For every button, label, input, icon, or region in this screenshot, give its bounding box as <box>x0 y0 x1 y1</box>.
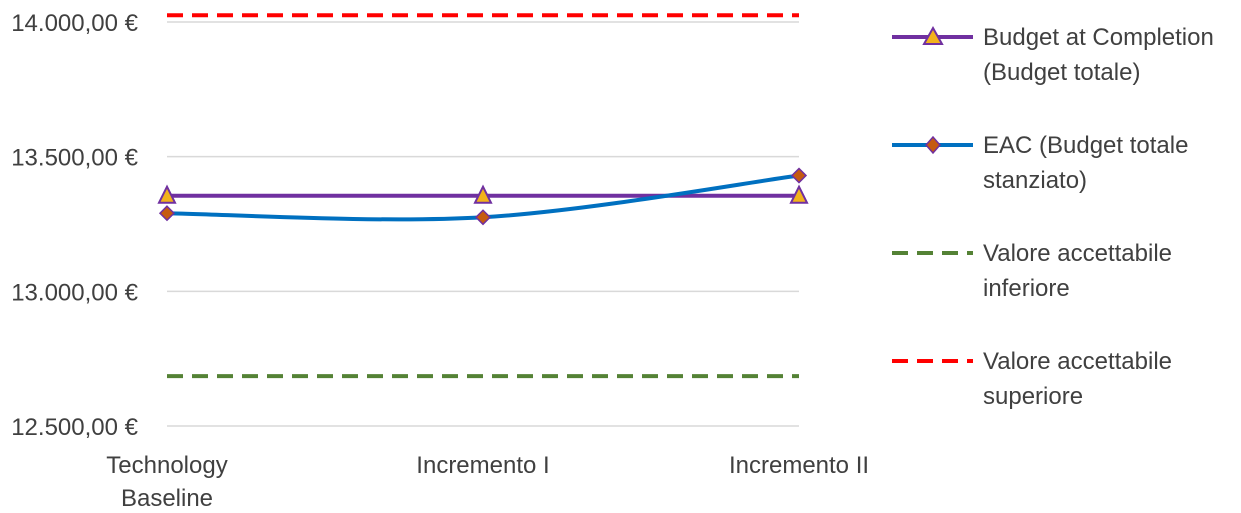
legend-label-budget-at-completion: Budget at Completion (Budget totale) <box>983 24 1214 86</box>
data-point-marker <box>790 167 808 184</box>
legend-swatch-valore-inferiore <box>892 251 973 255</box>
legend-label-valore-superiore: Valore accettabile superiore <box>983 348 1172 410</box>
x-tick-label: Baseline <box>121 485 213 512</box>
legend-swatch-eac <box>892 135 973 155</box>
x-tick-label: Incremento I <box>416 452 549 479</box>
data-point-marker <box>473 184 493 204</box>
legend: Budget at Completion (Budget totale) EAC … <box>890 0 1235 513</box>
data-point-marker <box>157 184 177 204</box>
data-point-marker <box>158 205 176 222</box>
y-tick-label: 13.500,00 € <box>11 145 138 172</box>
legend-swatch-budget-at-completion <box>892 25 973 45</box>
legend-swatch-valore-superiore <box>892 359 973 363</box>
x-tick-label: Incremento II <box>729 452 869 479</box>
legend-label-eac: EAC (Budget totale stanziato) <box>983 132 1189 194</box>
y-tick-label: 13.000,00 € <box>11 279 138 306</box>
data-point-marker <box>789 184 809 204</box>
legend-label-valore-inferiore: Valore accettabile inferiore <box>983 240 1172 302</box>
data-point-marker <box>474 209 492 226</box>
x-tick-label: Technology <box>106 452 227 479</box>
y-tick-label: 14.000,00 € <box>11 10 138 37</box>
y-tick-label: 12.500,00 € <box>11 414 138 441</box>
